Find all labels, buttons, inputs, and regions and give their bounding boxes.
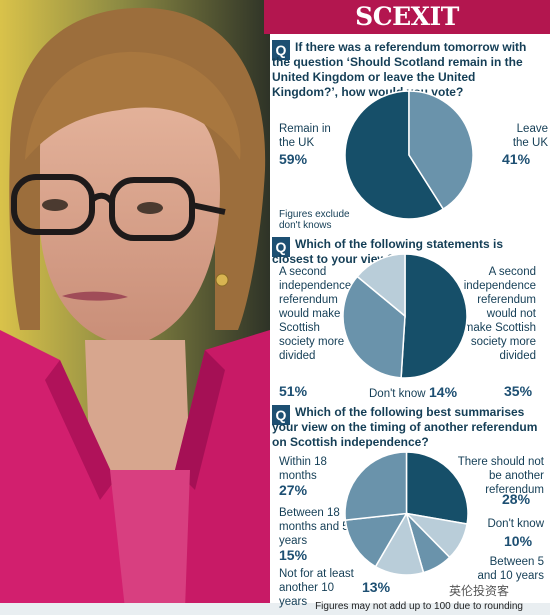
pie-slice: [405, 451, 469, 525]
slice-label-leave: Leave the UK: [512, 123, 548, 149]
question-text: Which of the following statements is clo…: [272, 237, 504, 266]
slice-pct-dont-know: 14%: [429, 384, 458, 400]
pie-slice: [356, 253, 406, 318]
panel-q1: Q If there was a referendum tomorrow wit…: [272, 40, 550, 235]
portrait-photo: [0, 0, 270, 609]
slice-label-18m-5y: Between 18 months and 5 years: [279, 507, 349, 547]
slice-pct-not-more-divided: 35%: [504, 383, 533, 399]
q-marker: Q: [272, 40, 290, 60]
question-text: If there was a referendum tomorrow with …: [272, 40, 527, 99]
slice-label-remain: Remain in the UK: [279, 123, 331, 149]
pie-slice: [344, 512, 408, 568]
slice-pct-remain: 59%: [279, 151, 308, 167]
graphic-title: SCEXIT SCEPTICISM: [264, 0, 550, 65]
pie-slice: [342, 275, 406, 379]
q-marker: Q: [272, 405, 290, 425]
panel-q2: Q Which of the following statements is c…: [272, 237, 550, 407]
pie-chart-q2: [342, 253, 468, 379]
slice-pct-more-divided: 51%: [279, 383, 308, 399]
slice-pct-leave: 41%: [502, 151, 531, 167]
pie-chart-q3: [344, 451, 469, 576]
slice-pct-10-years: 13%: [362, 579, 391, 595]
slice-pct-no-referendum: 28%: [502, 491, 531, 507]
slice-label-10-years: Not for at least another 10 years: [279, 568, 354, 608]
slice-label-not-more-divided: A second independence referendum would n…: [463, 266, 536, 362]
footnote: Figures may not add up to 100 due to rou…: [315, 601, 523, 612]
slice-pct-within-18-months: 27%: [279, 482, 308, 498]
slice-label-dont-know: Don't know: [369, 388, 426, 400]
slice-label-dont-know-timing: Don't know: [487, 518, 544, 530]
pie-chart-q1: [344, 90, 474, 220]
slice-pct-dont-know-timing: 10%: [504, 533, 533, 549]
slice-label-no-referendum: There should not be another referendum: [457, 456, 544, 496]
q-marker: Q: [272, 237, 290, 257]
bottom-strip: [0, 603, 550, 615]
chart-note: Figures exclude don't knows: [279, 209, 350, 231]
pie-slice: [408, 90, 474, 211]
slice-pct-18m-5y: 15%: [279, 547, 308, 563]
slice-label-more-divided: A second independence referendum would m…: [279, 266, 352, 362]
pie-slice: [344, 90, 445, 220]
slice-label-within-18-months: Within 18 months: [279, 456, 327, 482]
watermark-logo: 英伦投资客: [449, 584, 510, 598]
pie-slice: [400, 253, 468, 379]
slice-label-5-10-years: Between 5 and 10 years: [477, 556, 545, 582]
pie-slice: [344, 451, 408, 522]
panel-q3: Q Which of the following best summarises…: [272, 405, 550, 608]
question-text: Which of the following best summarises y…: [272, 405, 538, 449]
